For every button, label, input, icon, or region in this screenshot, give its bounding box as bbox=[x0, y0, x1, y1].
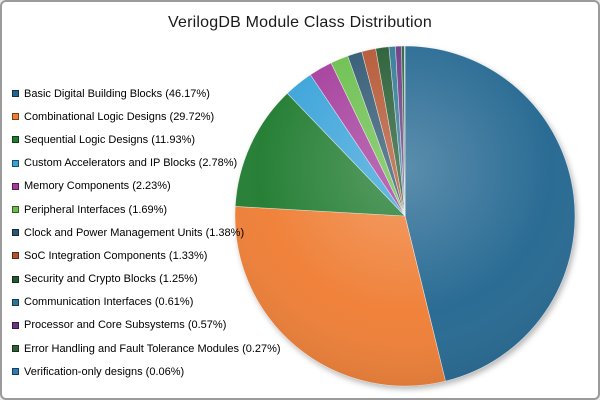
legend-label: Combinational Logic Designs (29.72%) bbox=[24, 110, 215, 123]
legend-swatch bbox=[12, 229, 19, 237]
legend-label: Custom Accelerators and IP Blocks (2.78%… bbox=[24, 157, 238, 170]
legend-item: Combinational Logic Designs (29.72%) bbox=[12, 105, 281, 128]
legend-item: SoC Integration Components (1.33%) bbox=[12, 244, 281, 267]
legend-label: Verification-only designs (0.06%) bbox=[24, 365, 185, 378]
legend-swatch bbox=[12, 182, 19, 190]
legend-item: Sequential Logic Designs (11.93%) bbox=[12, 128, 281, 151]
legend-item: Processor and Core Subsystems (0.57%) bbox=[12, 314, 281, 337]
legend-label: Peripheral Interfaces (1.69%) bbox=[24, 203, 168, 216]
pie-slices-group bbox=[234, 45, 576, 387]
legend-swatch bbox=[12, 345, 19, 353]
legend-item: Clock and Power Management Units (1.38%) bbox=[12, 221, 281, 244]
legend-swatch bbox=[12, 252, 19, 260]
legend-swatch bbox=[12, 113, 19, 121]
legend-item: Security and Crypto Blocks (1.25%) bbox=[12, 268, 281, 291]
legend-item: Basic Digital Building Blocks (46.17%) bbox=[12, 82, 281, 105]
legend-item: Custom Accelerators and IP Blocks (2.78%… bbox=[12, 152, 281, 175]
legend-label: Clock and Power Management Units (1.38%) bbox=[24, 226, 245, 239]
legend-label: Basic Digital Building Blocks (46.17%) bbox=[24, 87, 210, 100]
legend-label: Sequential Logic Designs (11.93%) bbox=[24, 133, 196, 146]
chart-title: VerilogDB Module Class Distribution bbox=[168, 14, 432, 31]
legend-item: Error Handling and Fault Tolerance Modul… bbox=[12, 337, 281, 360]
legend-label: SoC Integration Components (1.33%) bbox=[24, 249, 208, 262]
legend-swatch bbox=[12, 136, 19, 144]
legend-item: Communication Interfaces (0.61%) bbox=[12, 291, 281, 314]
legend-swatch bbox=[12, 298, 19, 306]
legend-swatch bbox=[12, 90, 19, 98]
legend-label: Communication Interfaces (0.61%) bbox=[24, 296, 194, 309]
legend-swatch bbox=[12, 368, 19, 376]
legend-swatch bbox=[12, 275, 19, 283]
legend-item: Verification-only designs (0.06%) bbox=[12, 360, 281, 383]
legend-swatch bbox=[12, 321, 19, 329]
legend-item: Peripheral Interfaces (1.69%) bbox=[12, 198, 281, 221]
legend-swatch bbox=[12, 206, 19, 214]
legend-label: Processor and Core Subsystems (0.57%) bbox=[24, 319, 227, 332]
legend-label: Memory Components (2.23%) bbox=[24, 180, 171, 193]
legend: Basic Digital Building Blocks (46.17%) Co… bbox=[12, 82, 281, 383]
legend-swatch bbox=[12, 159, 19, 167]
legend-label: Error Handling and Fault Tolerance Modul… bbox=[24, 342, 281, 355]
legend-item: Memory Components (2.23%) bbox=[12, 175, 281, 198]
legend-label: Security and Crypto Blocks (1.25%) bbox=[24, 273, 198, 286]
